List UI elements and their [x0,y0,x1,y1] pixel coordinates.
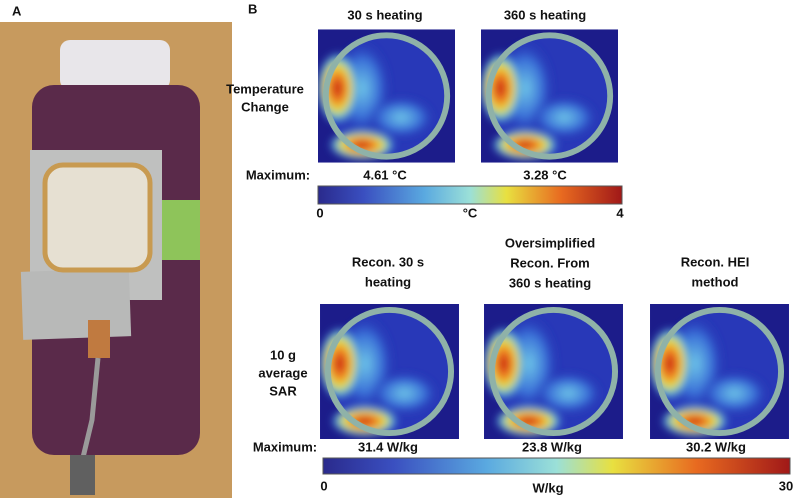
panel-label: B [248,1,257,16]
colorbar-label: 30 [779,478,793,493]
colorbar-label: °C [463,205,478,220]
column-title: heating [365,274,411,289]
photo [0,22,232,498]
panel-label: A [12,3,22,18]
column-title: 30 s heating [347,7,422,22]
colorbar [317,185,623,205]
column-title: method [692,274,739,289]
colorbar-label: 0 [316,205,323,220]
heatmap [318,304,459,439]
maximum-value: 4.61 °C [363,167,407,182]
row-label: average [258,365,307,380]
row-label: Change [241,99,289,114]
column-title: Recon. 30 s [352,254,424,269]
column-title: Recon. HEI [681,254,750,269]
colorbar-label: 0 [320,478,327,493]
colorbar [322,457,791,475]
heatmap [479,29,618,162]
colorbar-label: 4 [616,205,624,220]
row-label: 10 g [270,347,296,362]
maximum-label: Maximum: [246,167,310,182]
row-label: Temperature [226,81,304,96]
heatmap [482,304,623,439]
maximum-value: 23.8 W/kg [522,439,582,454]
row-label: SAR [269,383,297,398]
maximum-label: Maximum: [253,439,317,454]
maximum-value: 31.4 W/kg [358,439,418,454]
maximum-value: 3.28 °C [523,167,567,182]
colorbar-label: W/kg [532,480,563,495]
column-title: Recon. From [510,255,589,270]
heatmap [648,304,789,439]
column-title: Oversimplified [505,235,595,250]
maximum-value: 30.2 W/kg [686,439,746,454]
heatmap [316,29,455,162]
column-title: 360 s heating [504,7,586,22]
column-title: 360 s heating [509,275,591,290]
